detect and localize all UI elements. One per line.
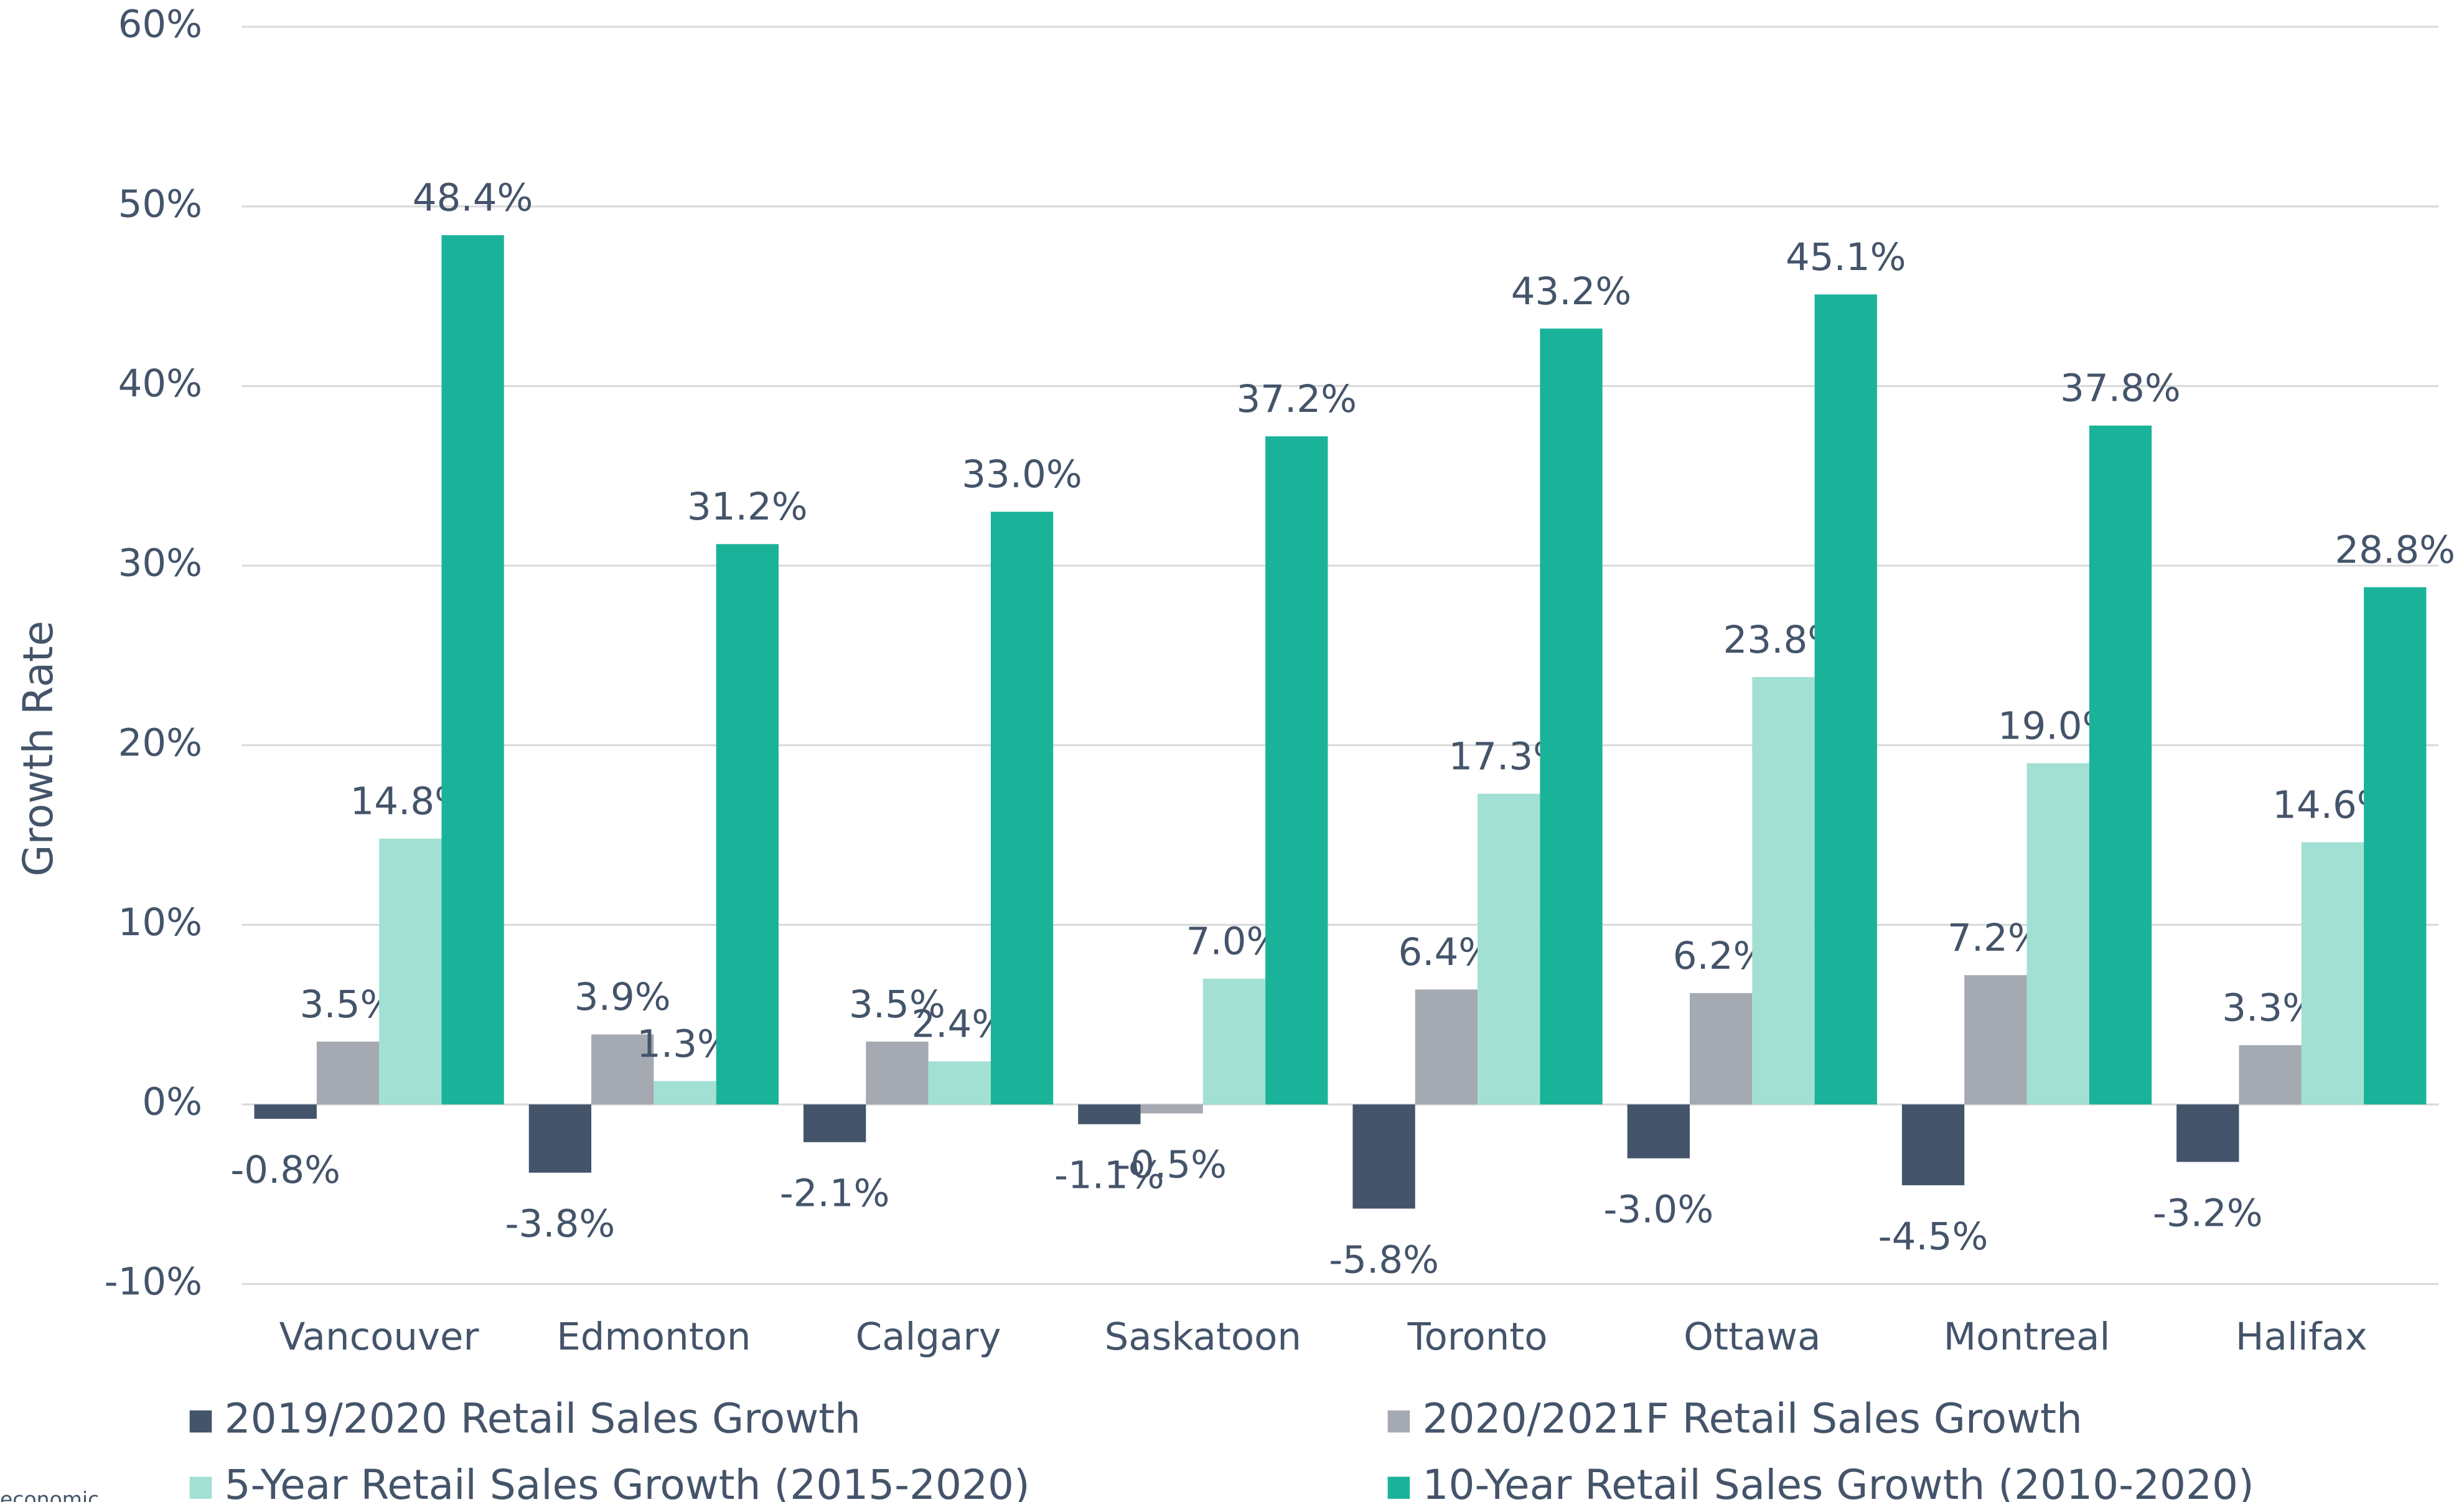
bar xyxy=(254,1104,317,1119)
legend-label: 2020/2021F Retail Sales Growth xyxy=(1423,1395,2082,1443)
x-tick-label: Calgary xyxy=(856,1315,1001,1359)
data-label: -3.0% xyxy=(1603,1188,1713,1232)
data-label: 28.8% xyxy=(2335,528,2455,572)
bar xyxy=(716,544,779,1105)
bar xyxy=(1352,1104,1415,1209)
x-tick-label: Ottawa xyxy=(1684,1315,1820,1359)
data-label: 3.9% xyxy=(574,975,671,1019)
y-tick-label: 50% xyxy=(118,182,202,226)
bar xyxy=(2089,425,2152,1105)
data-label: -5.8% xyxy=(1329,1238,1439,1282)
bar xyxy=(2176,1104,2239,1162)
bar xyxy=(591,1034,654,1105)
bar xyxy=(1415,989,1478,1105)
bar xyxy=(990,511,1054,1105)
bar xyxy=(2239,1045,2302,1105)
x-tick-label: Toronto xyxy=(1407,1315,1548,1359)
legend-swatch xyxy=(189,1410,212,1433)
bar xyxy=(653,1081,716,1105)
data-label: -2.1% xyxy=(780,1172,890,1216)
x-tick-label: Halifax xyxy=(2236,1315,2368,1359)
y-axis-label: Growth Rate xyxy=(14,621,62,877)
data-label: 48.4% xyxy=(413,176,533,220)
bar xyxy=(1140,1104,1203,1114)
bar xyxy=(379,838,442,1105)
bar xyxy=(1901,1104,1965,1185)
x-tick-label: Montreal xyxy=(1944,1315,2110,1359)
legend-label: 5-Year Retail Sales Growth (2015-2020) xyxy=(225,1461,1030,1502)
data-label: -1.1% xyxy=(1054,1154,1164,1198)
bar xyxy=(1540,329,1603,1105)
legend-swatch xyxy=(189,1476,212,1499)
legend-label: 2019/2020 Retail Sales Growth xyxy=(225,1395,861,1443)
legend-label: 10-Year Retail Sales Growth (2010-2020) xyxy=(1423,1461,2254,1502)
bar xyxy=(1202,978,1266,1105)
data-label: 33.0% xyxy=(962,452,1082,497)
data-label: 37.8% xyxy=(2060,366,2181,411)
bar xyxy=(1078,1104,1141,1124)
bar xyxy=(1752,677,1815,1105)
bar xyxy=(528,1104,592,1173)
data-label: -0.8% xyxy=(230,1148,340,1192)
bar xyxy=(441,235,504,1105)
y-tick-label: -10% xyxy=(105,1259,202,1304)
bar xyxy=(1627,1104,1690,1159)
bar xyxy=(1964,975,2027,1105)
bar xyxy=(928,1061,991,1105)
legend-swatch xyxy=(1387,1410,1410,1433)
y-tick-label: 0% xyxy=(142,1080,202,1124)
bar xyxy=(2301,842,2364,1105)
bar xyxy=(803,1104,866,1142)
bar xyxy=(1814,294,1877,1105)
data-label: 45.1% xyxy=(1786,235,1906,279)
data-label: -4.5% xyxy=(1878,1215,1989,1259)
data-label: -3.8% xyxy=(505,1202,616,1246)
x-tick-label: Edmonton xyxy=(556,1315,751,1359)
y-tick-label: 20% xyxy=(118,721,202,765)
y-tick-label: 30% xyxy=(118,541,202,585)
y-tick-label: 60% xyxy=(118,2,202,47)
y-tick-label: 10% xyxy=(118,900,202,945)
x-tick-label: Saskatoon xyxy=(1105,1315,1301,1359)
data-label: -0.5% xyxy=(1117,1142,1227,1187)
bar xyxy=(1689,993,1753,1105)
bar xyxy=(866,1042,929,1105)
data-label: 3.5% xyxy=(849,982,945,1027)
x-tick-label: Vancouver xyxy=(279,1315,480,1359)
bar xyxy=(1265,436,1328,1105)
footer-text: economic xyxy=(0,1487,99,1502)
data-label: 37.2% xyxy=(1237,377,1357,421)
data-label: 31.2% xyxy=(687,485,808,529)
bar xyxy=(2364,587,2427,1105)
legend-swatch xyxy=(1387,1476,1410,1499)
y-tick-label: 40% xyxy=(118,362,202,406)
data-label: -3.2% xyxy=(2153,1191,2263,1235)
bar xyxy=(1478,793,1540,1105)
bar xyxy=(2026,763,2089,1105)
bar xyxy=(316,1042,380,1105)
data-label: 43.2% xyxy=(1511,269,1632,314)
